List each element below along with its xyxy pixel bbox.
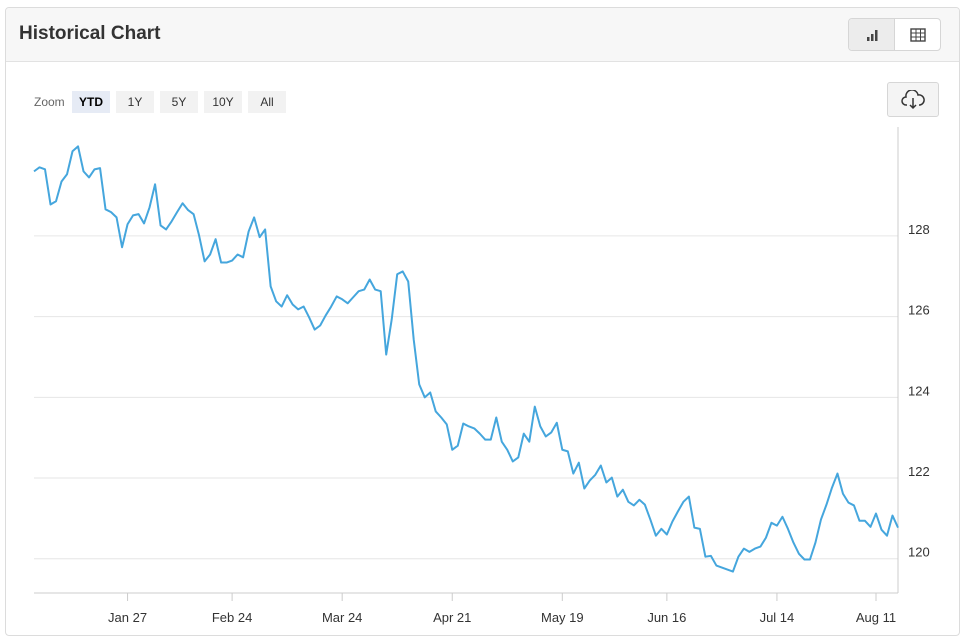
chart-view-button[interactable] [849,19,895,50]
table-view-button[interactable] [895,19,940,50]
y-tick-label: 128 [908,222,930,237]
download-button[interactable] [887,82,939,117]
card-title: Historical Chart [19,23,161,44]
zoom-button-bg [204,91,242,113]
table-icon [909,27,926,42]
zoom-button-label: YTD [79,95,103,109]
x-tick-label: Feb 24 [212,610,252,625]
zoom-button-label: 1Y [128,95,143,109]
y-tick-label: 124 [908,383,930,398]
zoom-button[interactable]: 5Y [160,91,198,113]
zoom-button[interactable]: 10Y [204,91,242,113]
x-tick-label: Jul 14 [760,610,795,625]
zoom-button-bg [116,91,154,113]
card-header: Historical Chart [6,8,959,62]
price-line [33,145,899,573]
zoom-button-bg [248,91,286,113]
x-tick-label: Mar 24 [322,610,362,625]
y-tick-label: 122 [908,464,930,479]
card: Historical Chart [5,7,960,636]
y-tick-label: 120 [908,545,930,560]
zoom-button-label: 5Y [172,95,187,109]
x-tick-label: Jun 16 [647,610,686,625]
x-tick-label: Jan 27 [108,610,147,625]
view-toggle [848,18,941,51]
zoom-label: Zoom [34,95,65,109]
zoom-button-label: 10Y [212,95,233,109]
x-tick-label: Aug 11 [856,610,896,625]
zoom-button-bg [72,91,110,113]
zoom-button-label: All [260,95,273,109]
x-tick-label: Apr 21 [433,610,471,625]
zoom-button[interactable]: 1Y [116,91,154,113]
zoom-button-bg [160,91,198,113]
download-icon [901,89,925,109]
chart-icon [866,29,877,41]
x-tick-label: May 19 [541,610,584,625]
zoom-buttons: YTD 1Y 5Y 10Y All [72,91,286,113]
zoom-button[interactable]: YTD [72,91,110,113]
y-tick-label: 126 [908,303,930,318]
zoom-button[interactable]: All [248,91,286,113]
